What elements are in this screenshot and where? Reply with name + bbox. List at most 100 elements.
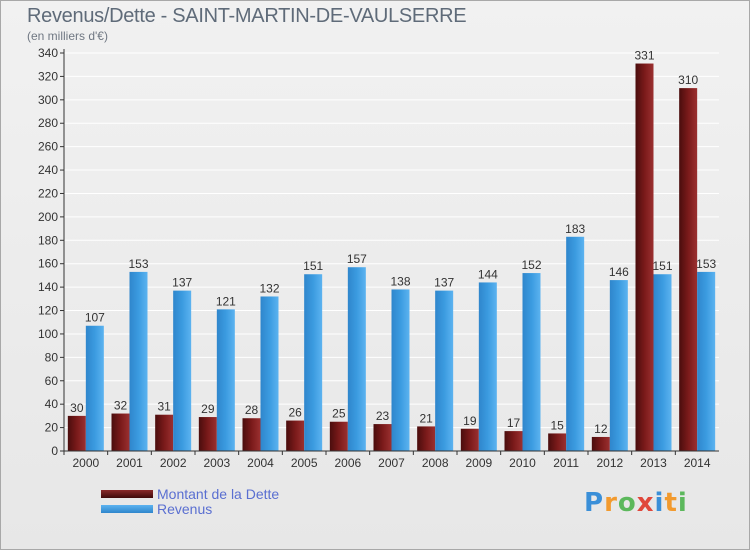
data-label: 121 [216,294,236,308]
data-label: 31 [157,400,171,414]
x-tick-label: 2002 [160,456,187,470]
y-tick-label: 100 [38,327,58,341]
data-label: 152 [521,258,541,272]
chart-title: Revenus/Dette - SAINT-MARTIN-DE-VAULSERR… [27,5,467,27]
logo-letter: r [604,488,618,518]
y-tick-label: 300 [38,93,58,107]
bar-revenus [697,271,716,451]
legend-swatch-dette [101,490,153,498]
bar-revenus [173,290,192,451]
bar-revenus [216,309,235,451]
y-tick-label: 240 [38,163,58,177]
data-label: 132 [259,281,279,295]
y-tick-label: 320 [38,69,58,83]
bar-revenus [85,325,104,451]
x-tick-label: 2000 [72,456,99,470]
bar-revenus [609,280,628,451]
x-tick-label: 2012 [596,456,623,470]
bar-dette [373,424,392,451]
data-label: 12 [594,422,608,436]
bar-dette [679,88,698,451]
bar-dette [67,415,86,451]
data-label: 183 [565,222,585,236]
y-tick-label: 60 [45,374,59,388]
data-label: 17 [507,416,521,430]
bar-dette [635,63,654,452]
data-label: 153 [696,257,716,271]
bar-dette [242,418,261,451]
y-tick-label: 120 [38,304,58,318]
chart-subtitle: (en milliers d'€) [27,29,108,43]
bar-revenus [260,296,279,451]
data-label: 153 [128,257,148,271]
data-label: 151 [303,259,323,273]
data-label: 144 [478,267,498,281]
logo-letter: i [654,488,665,518]
x-tick-label: 2003 [203,456,230,470]
data-label: 107 [85,311,105,325]
y-tick-label: 40 [45,397,59,411]
bar-revenus [478,282,497,451]
y-tick-label: 80 [45,350,59,364]
bar-dette [591,436,610,451]
data-label: 151 [652,259,672,273]
y-tick-label: 220 [38,186,58,200]
bar-dette [504,431,523,451]
bar-dette [286,420,305,451]
y-tick-label: 280 [38,116,58,130]
data-label: 29 [201,402,215,416]
data-label: 138 [390,274,410,288]
bar-revenus [347,267,366,451]
data-label: 28 [245,403,259,417]
bar-dette [417,426,436,451]
bar-dette [111,413,130,451]
bar-revenus [129,271,148,451]
x-tick-label: 2008 [422,456,449,470]
logo-letter: o [617,488,637,518]
data-label: 146 [609,265,629,279]
data-label: 23 [376,409,390,423]
logo-letter: i [677,488,688,518]
x-tick-label: 2013 [640,456,667,470]
bar-revenus [391,289,410,451]
data-label: 30 [70,401,84,415]
bar-revenus [304,274,323,451]
bar-revenus [435,290,454,451]
data-label: 137 [434,276,454,290]
x-tick-label: 2006 [334,456,361,470]
logo-letter: t [664,488,678,518]
y-tick-label: 0 [51,444,58,458]
bar-dette [198,417,217,451]
bar-dette [460,428,479,451]
bar-revenus [653,274,672,451]
x-tick-label: 2010 [509,456,536,470]
y-tick-label: 340 [38,46,58,60]
legend-label-dette: Montant de la Dette [157,486,280,502]
x-tick-label: 2014 [684,456,711,470]
legend-swatch-revenus [101,505,153,513]
bar-dette [155,414,174,451]
data-label: 157 [347,252,367,266]
data-label: 310 [678,73,698,87]
bar-revenus [522,273,541,451]
y-tick-label: 180 [38,233,58,247]
data-label: 19 [463,414,477,428]
logo-letter: x [636,488,655,518]
data-label: 21 [419,411,433,425]
y-tick-label: 260 [38,140,58,154]
x-tick-label: 2007 [378,456,405,470]
x-tick-label: 2011 [553,456,579,470]
bar-dette [329,421,348,451]
x-tick-label: 2004 [247,456,274,470]
x-tick-label: 2009 [465,456,492,470]
data-label: 15 [550,418,564,432]
data-label: 32 [114,399,128,413]
bar-revenus [566,236,585,451]
x-tick-label: 2005 [291,456,318,470]
x-tick-label: 2001 [116,456,143,470]
bar-dette [548,433,567,451]
data-label: 26 [288,406,302,420]
data-label: 25 [332,407,346,421]
